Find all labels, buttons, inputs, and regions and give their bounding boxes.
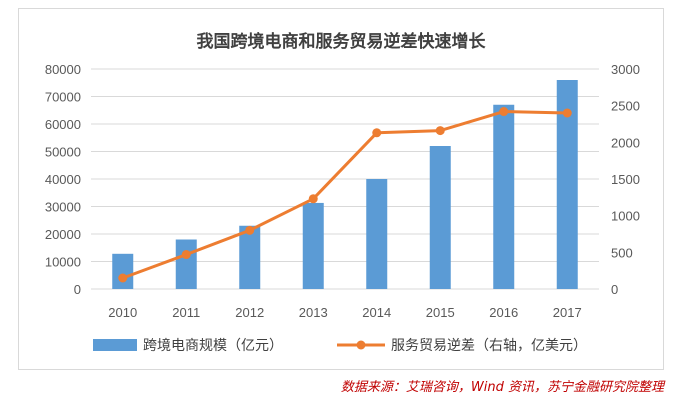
left-tick-label: 60000	[45, 117, 81, 132]
line-point	[372, 128, 382, 138]
right-tick-label: 2500	[611, 99, 640, 114]
line-point	[181, 250, 191, 260]
bar	[556, 80, 578, 289]
series-line	[122, 110, 568, 280]
left-tick-label: 10000	[45, 255, 81, 270]
x-tick-label: 2011	[172, 305, 200, 320]
bar	[175, 239, 197, 289]
x-tick-label: 2014	[362, 305, 391, 320]
bar	[429, 146, 451, 289]
line-point	[308, 194, 318, 204]
legend-line-marker	[356, 340, 366, 350]
x-tick-label: 2016	[489, 305, 518, 320]
legend-line-label: 服务贸易逆差（右轴，亿美元）	[391, 338, 587, 354]
right-tick-label: 1500	[611, 172, 640, 187]
chart-frame: 我国跨境电商和服务贸易逆差快速增长 0 10000 20000 30000 40000 5…	[18, 8, 664, 370]
left-tick-label: 0	[74, 282, 81, 297]
source-note: 数据来源：艾瑞咨询，Wind 资讯，苏宁金融研究院整理	[340, 380, 664, 395]
right-tick-label: 3000	[611, 62, 640, 77]
left-tick-label: 30000	[45, 200, 81, 215]
bar	[112, 253, 134, 289]
right-tick-label: 0	[611, 282, 618, 297]
left-tick-label: 40000	[45, 172, 81, 187]
left-tick-label: 70000	[45, 90, 81, 105]
right-tick-label: 500	[611, 245, 633, 260]
x-tick-label: 2017	[553, 305, 582, 320]
bar	[493, 104, 515, 289]
x-tick-label: 2015	[426, 305, 455, 320]
line-point	[499, 107, 509, 117]
bar-series	[112, 80, 578, 289]
line-point	[562, 108, 572, 118]
line-point	[435, 126, 445, 136]
x-tick-label: 2013	[299, 305, 328, 320]
bar	[366, 179, 388, 289]
right-axis-ticks: 0 500 1000 1500 2000 2500 3000	[611, 62, 640, 297]
bar	[239, 225, 261, 289]
bar	[302, 202, 324, 289]
combo-chart: 我国跨境电商和服务贸易逆差快速增长 0100002000030000400005…	[45, 31, 640, 354]
line-series	[118, 107, 572, 283]
right-tick-label: 2000	[611, 135, 640, 150]
chart-title: 我国跨境电商和服务贸易逆差快速增长	[197, 31, 487, 52]
x-tick-label: 2010	[108, 305, 137, 320]
right-tick-label: 1000	[611, 209, 640, 224]
legend: 跨境电商规模（亿元） 服务贸易逆差（右轴，亿美元）	[93, 338, 587, 354]
line-point	[245, 225, 255, 235]
left-axis-ticks: 0 10000 20000 30000 40000 50000 60000 70000 8000…	[45, 62, 81, 297]
x-axis-ticks: 2010 2011 2012 2013 2014 2015 2016 2017	[108, 305, 581, 320]
legend-bar-label: 跨境电商规模（亿元）	[143, 338, 283, 354]
left-tick-label: 20000	[45, 227, 81, 242]
legend-bar-swatch	[93, 339, 137, 351]
left-tick-label: 80000	[45, 62, 81, 77]
left-tick-label: 50000	[45, 145, 81, 160]
gridlines	[91, 68, 599, 290]
line-point	[118, 273, 128, 283]
x-tick-label: 2012	[235, 305, 264, 320]
